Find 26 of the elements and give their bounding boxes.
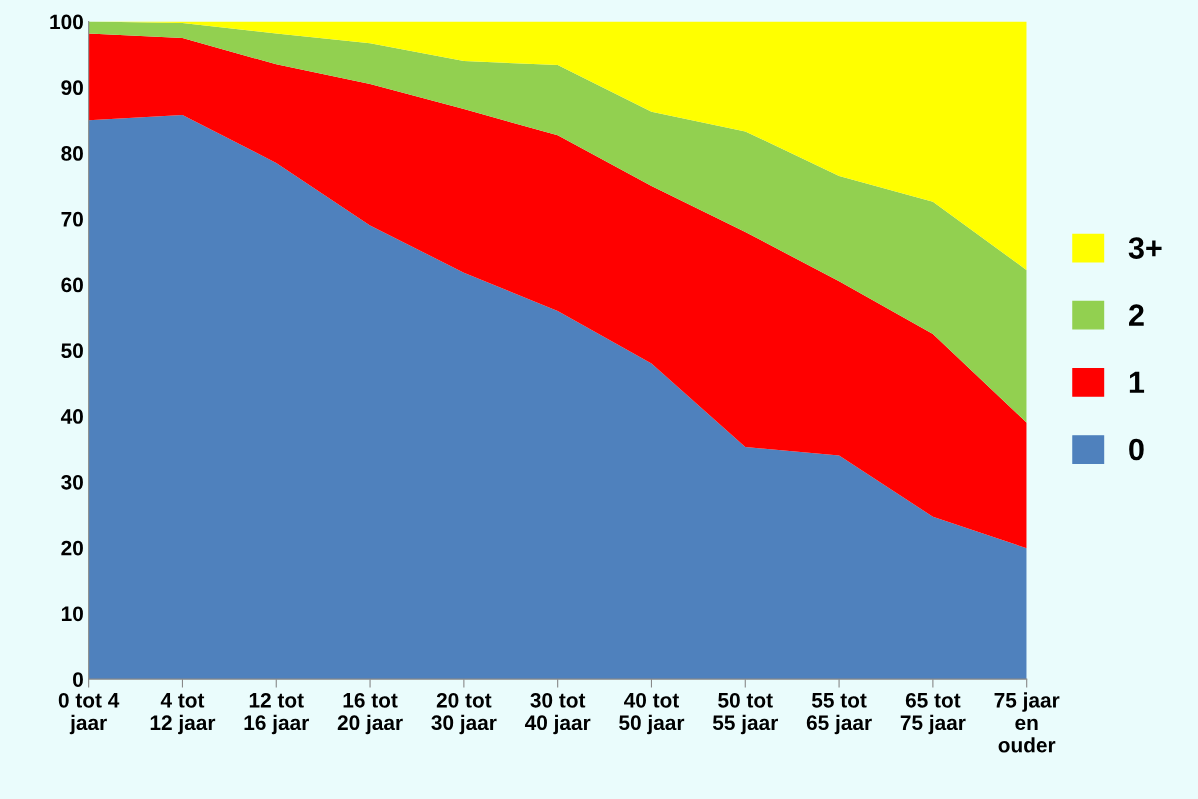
x-tick-label: 75 jaar en ouder [994,692,1060,753]
legend-label: 2 [1129,304,1144,326]
y-tick-label: 50 [61,343,83,359]
y-tick-label: 70 [61,211,83,227]
legend-label: 3+ [1128,237,1162,259]
x-tick-label: 40 tot 50 jaar [619,692,685,735]
y-tick-label: 0 [73,672,83,687]
x-tick-label: 30 tot 40 jaar [524,692,591,735]
y-tick-label: 80 [61,146,83,161]
x-tick-label: 50 tot 55 jaar [712,692,778,735]
y-tick-label: 60 [61,277,83,293]
x-tick-label: 12 tot 16 jaar [244,692,309,735]
x-tick-label: 55 tot 65 jaar [806,693,872,735]
legend-label: 1 [1129,371,1145,393]
x-tick-label: 20 tot 30 jaar [431,692,497,735]
y-tick-label: 10 [61,606,83,622]
y-tick-label: 100 [50,14,83,30]
x-tick-label: 16 tot 20 jaar [337,692,403,735]
x-tick-label: 4 tot 12 jaar [150,693,216,735]
y-tick-label: 90 [61,80,83,96]
x-tick-label: 0 tot 4 jaar [58,692,120,735]
legend-label: 0 [1129,438,1144,461]
x-tick-label: 65 tot 75 jaar [900,692,966,735]
y-tick-label: 30 [61,474,83,490]
y-tick-label: 40 [60,409,83,424]
y-tick-label: 20 [61,540,83,556]
